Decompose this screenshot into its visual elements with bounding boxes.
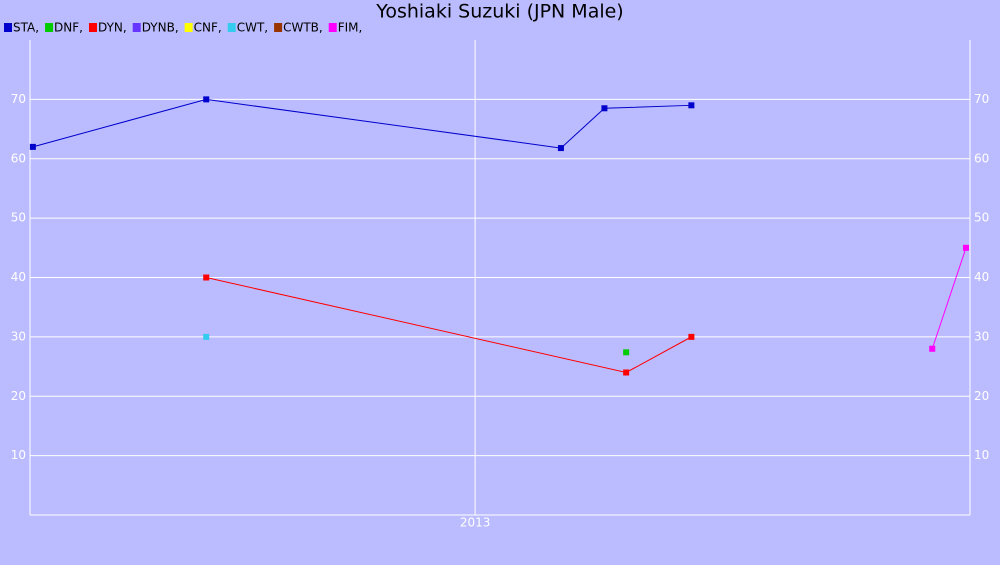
legend-label: FIM, bbox=[338, 21, 363, 35]
point bbox=[203, 96, 210, 103]
y2-tick-label: 40 bbox=[974, 270, 989, 284]
legend-swatch bbox=[328, 23, 337, 32]
y2-tick-label: 20 bbox=[974, 389, 989, 403]
y2-tick-label: 10 bbox=[974, 448, 989, 462]
y-tick-label: 60 bbox=[11, 151, 26, 165]
point bbox=[29, 143, 36, 150]
y-tick-label: 40 bbox=[11, 270, 26, 284]
y2-tick-label: 50 bbox=[974, 211, 989, 225]
legend-swatch bbox=[132, 23, 141, 32]
point bbox=[688, 102, 695, 109]
legend-label: CNF, bbox=[194, 21, 222, 35]
legend-swatch bbox=[45, 23, 54, 32]
y-tick-label: 70 bbox=[11, 92, 26, 106]
legend-label: DYN, bbox=[98, 21, 127, 35]
point bbox=[557, 145, 564, 152]
legend-swatch bbox=[4, 23, 12, 32]
y2-tick-label: 60 bbox=[974, 151, 989, 165]
point bbox=[203, 274, 210, 281]
legend-swatch bbox=[274, 23, 283, 32]
point bbox=[929, 345, 936, 352]
point bbox=[623, 349, 630, 356]
legend-label: DNF, bbox=[54, 21, 83, 35]
point bbox=[601, 105, 608, 112]
point bbox=[203, 333, 210, 340]
point bbox=[962, 244, 969, 251]
legend-swatch bbox=[88, 23, 97, 32]
legend-label: CWT, bbox=[237, 21, 268, 35]
series-line bbox=[931, 247, 967, 349]
legend-label: STA, bbox=[13, 21, 39, 35]
x-tick-label: 2013 bbox=[460, 516, 491, 530]
point bbox=[623, 369, 630, 376]
y-tick-label: 30 bbox=[11, 329, 26, 343]
legend-swatch bbox=[184, 23, 193, 32]
y-tick-label: 10 bbox=[11, 448, 26, 462]
legend-swatch bbox=[227, 23, 236, 32]
y2-tick-label: 70 bbox=[974, 92, 989, 106]
chart-title: Yoshiaki Suzuki (JPN Male) bbox=[375, 1, 623, 23]
y-tick-label: 20 bbox=[11, 389, 26, 403]
legend-label: DYNB, bbox=[142, 21, 179, 35]
point bbox=[688, 333, 695, 340]
legend-label: CWTB, bbox=[283, 21, 323, 35]
y-tick-label: 50 bbox=[11, 211, 26, 225]
y2-tick-label: 30 bbox=[974, 329, 989, 343]
